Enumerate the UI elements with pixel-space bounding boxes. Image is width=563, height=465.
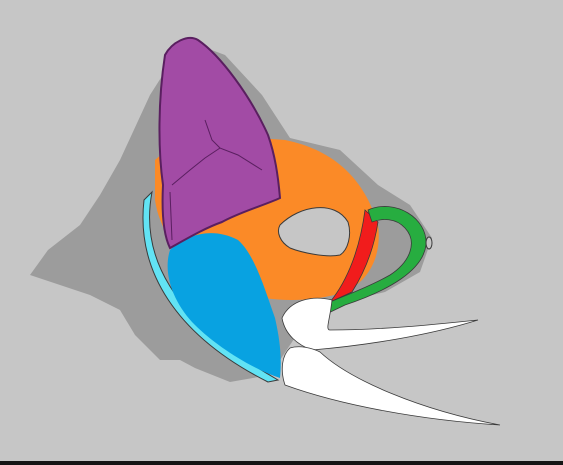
eye-hole: [277, 207, 351, 257]
blue-cheek: [167, 233, 281, 378]
ear-fold-line: [204, 119, 221, 149]
small-oval: [425, 236, 433, 250]
bottom-bar: [0, 461, 563, 465]
ear-inner-line: [171, 147, 263, 186]
cyan-shell-strip: [142, 190, 280, 383]
ear-left-seam: [169, 191, 173, 241]
white-tusk-lower: [281, 346, 501, 426]
white-tusk-upper: [281, 297, 479, 351]
purple-ear: [158, 36, 282, 250]
